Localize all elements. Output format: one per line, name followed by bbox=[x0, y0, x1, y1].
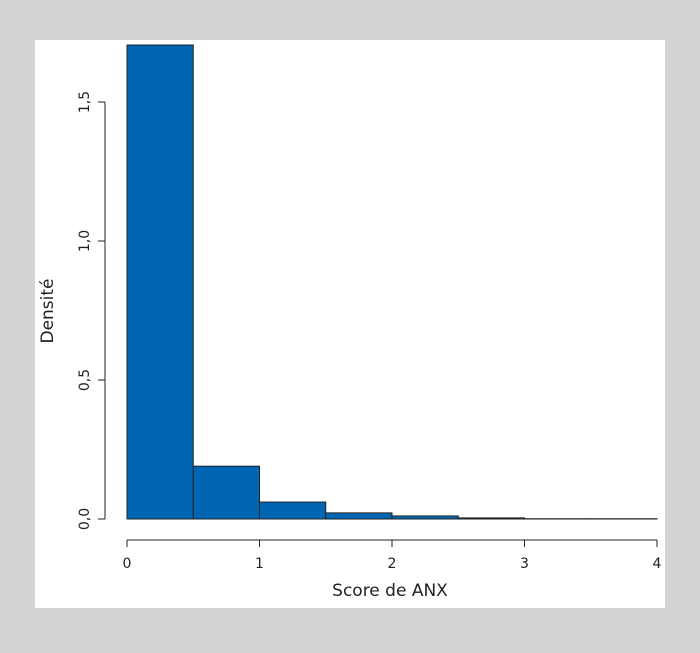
y-axis-title: Densité bbox=[38, 278, 58, 343]
x-tick-label: 0 bbox=[123, 556, 132, 572]
x-axis-title: Score de ANX bbox=[332, 581, 448, 601]
bar bbox=[326, 513, 392, 519]
bar bbox=[458, 518, 524, 519]
bar bbox=[193, 466, 259, 519]
x-tick-label: 2 bbox=[388, 556, 397, 572]
bar bbox=[127, 45, 193, 519]
bar bbox=[392, 516, 458, 519]
y-tick-label: 0,0 bbox=[77, 508, 93, 530]
y-tick-label: 1,5 bbox=[77, 91, 93, 113]
x-tick-label: 3 bbox=[520, 556, 529, 572]
x-tick-label: 4 bbox=[653, 556, 662, 572]
bar bbox=[260, 502, 326, 519]
y-tick-label: 1,0 bbox=[77, 230, 93, 252]
y-tick-label: 0,5 bbox=[77, 369, 93, 391]
x-tick-label: 1 bbox=[255, 556, 264, 572]
